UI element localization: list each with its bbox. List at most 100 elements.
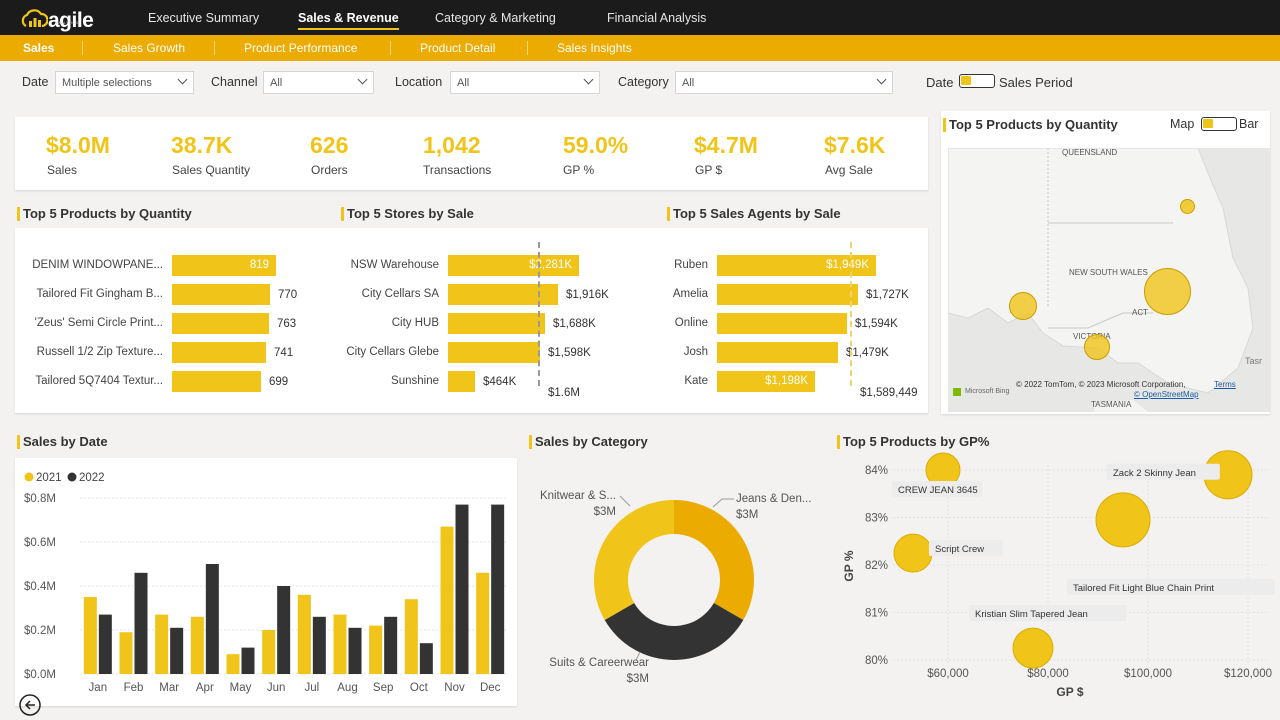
- kpi-orders-label: Orders: [311, 163, 348, 177]
- top_agents-bar[interactable]: [717, 371, 815, 392]
- top_products_qty-label: 'Zeus' Semi Circle Print...: [34, 317, 163, 329]
- scatter-point: [1203, 450, 1253, 500]
- tab-sales[interactable]: Sales: [23, 41, 55, 55]
- top-navigation-bar: agile ANALYTICS Executive Summary Sales …: [0, 0, 1280, 35]
- location-filter-select[interactable]: All: [450, 71, 600, 94]
- top_agents-value-label: $1,479K: [846, 347, 889, 359]
- top_stores-bar[interactable]: [448, 371, 475, 392]
- leader-line: [712, 498, 734, 508]
- map-bubble[interactable]: [1180, 199, 1195, 214]
- map-osm-link[interactable]: © OpenStreetMap: [1134, 390, 1199, 399]
- date-filter-label: Date: [22, 75, 49, 89]
- point-label-bg: [929, 540, 1003, 557]
- map-attribution: © 2022 TomTom, © 2023 Microsoft Corporat…: [1016, 380, 1186, 389]
- slice-value: $3M: [627, 673, 649, 685]
- top_agents-bar[interactable]: [717, 284, 858, 305]
- kpi-transactions-value: 1,042: [423, 132, 481, 158]
- sub-navigation-bar: Sales Sales Growth Product Performance P…: [0, 35, 1280, 61]
- period-toggle-right-label: Sales Period: [999, 75, 1073, 90]
- point-label-bg: [1107, 463, 1220, 480]
- top_products_qty-label: Russell 1/2 Zip Texture...: [36, 346, 163, 358]
- top_stores-bar[interactable]: [448, 284, 558, 305]
- map-label-tasmania: TASMANIA: [1091, 400, 1132, 409]
- chevron-down-icon: [177, 74, 188, 85]
- kpi-sales-label: Sales: [47, 163, 78, 177]
- top-stores-title: Top 5 Stores by Sale: [341, 206, 474, 221]
- point-label-bg: [1067, 578, 1275, 595]
- tab-divider: [82, 41, 83, 55]
- nav-sales-revenue[interactable]: Sales & Revenue: [298, 11, 399, 30]
- top_agents-label: Amelia: [672, 288, 708, 300]
- point-label-bg: [969, 605, 1127, 622]
- point-label: Script Crew: [935, 544, 984, 555]
- channel-filter-value: All: [270, 77, 283, 89]
- point-label: CREW JEAN 3645: [898, 485, 978, 496]
- agile-logo: agile: [20, 8, 94, 31]
- category-filter-select[interactable]: All: [675, 71, 893, 94]
- nav-executive-summary[interactable]: Executive Summary: [148, 11, 260, 25]
- map-bubble[interactable]: [1084, 334, 1110, 360]
- slice-label: Jeans & Den...: [736, 493, 811, 505]
- channel-filter-label: Channel: [211, 75, 258, 89]
- date-filter-select[interactable]: Multiple selections: [55, 71, 194, 94]
- nav-category-marketing[interactable]: Category & Marketing: [435, 11, 556, 25]
- kpi-transactions-label: Transactions: [423, 163, 492, 177]
- top_stores-bar[interactable]: [448, 255, 579, 276]
- top_products_qty-bar[interactable]: [172, 284, 270, 305]
- top_stores-bar[interactable]: [448, 342, 540, 363]
- top_agents-bar[interactable]: [717, 342, 838, 363]
- y-tick-label: 82%: [865, 560, 888, 572]
- top_stores-bar[interactable]: [448, 313, 545, 334]
- x-tick-label: $60,000: [927, 668, 969, 680]
- map-bar-toggle[interactable]: [1201, 117, 1237, 131]
- kpi-quantity-label: Sales Quantity: [172, 163, 251, 177]
- top_agents-bar[interactable]: [717, 255, 876, 276]
- agents-average-line: [850, 242, 852, 386]
- map-bubble[interactable]: [1009, 292, 1037, 320]
- category-filter-value: All: [682, 77, 695, 89]
- scatter-point: [893, 533, 933, 573]
- slice-label: Suits & Careerwear: [549, 657, 649, 669]
- top_products_qty-label: Tailored 5Q7404 Textur...: [35, 375, 163, 387]
- tab-product-detail[interactable]: Product Detail: [420, 41, 496, 55]
- top_products_qty-bar[interactable]: [172, 371, 261, 392]
- top_products_qty-bar[interactable]: [172, 342, 266, 363]
- top_stores-label: City Cellars SA: [361, 288, 439, 300]
- top_stores-label: Sunshine: [391, 375, 439, 387]
- tab-sales-growth[interactable]: Sales Growth: [113, 41, 186, 55]
- tab-sales-insights[interactable]: Sales Insights: [557, 41, 632, 55]
- agents-average-label: $1,589,449: [860, 387, 918, 399]
- top_products_qty-value-label: 770: [278, 289, 298, 301]
- kpi-avg-sale-label: Avg Sale: [825, 163, 873, 177]
- map-label-nsw: NEW SOUTH WALES: [1069, 268, 1148, 277]
- slice-value: $3M: [736, 509, 758, 521]
- top_agents-label: Kate: [684, 375, 708, 387]
- location-filter-value: All: [457, 77, 470, 89]
- slice-label: Knitwear & S...: [540, 490, 616, 502]
- tab-divider: [390, 41, 391, 55]
- top_products_qty-bar[interactable]: [172, 255, 276, 276]
- nav-financial-analysis[interactable]: Financial Analysis: [607, 11, 707, 25]
- period-toggle-left-label: Date: [926, 75, 954, 90]
- back-arrow-icon[interactable]: [18, 693, 42, 717]
- map-toggle-left-label: Map: [1170, 117, 1195, 131]
- location-filter-label: Location: [395, 75, 443, 89]
- top_products_qty-bar[interactable]: [172, 313, 269, 334]
- kpi-avg-sale-value: $7.6K: [824, 132, 886, 158]
- tab-divider: [527, 41, 528, 55]
- kpi-gp-dollar-label: GP $: [695, 163, 723, 177]
- map-terms-link[interactable]: Terms: [1214, 380, 1236, 389]
- date-period-toggle[interactable]: [959, 74, 995, 88]
- australia-bubble-map[interactable]: QUEENSLAND NEW SOUTH WALES ACT VICTORIA …: [948, 148, 1270, 412]
- chevron-down-icon: [583, 74, 594, 85]
- map-land-shapes: [948, 148, 1254, 412]
- donut-slice: [674, 500, 755, 620]
- map-bubble[interactable]: [1144, 268, 1191, 315]
- stores-average-line: [538, 242, 540, 386]
- top_agents-bar[interactable]: [717, 313, 847, 334]
- cloud-chart-icon: [21, 9, 48, 28]
- x-tick-label: $120,000: [1224, 668, 1272, 680]
- channel-filter-select[interactable]: All: [263, 71, 374, 94]
- tab-product-performance[interactable]: Product Performance: [244, 41, 358, 55]
- top_agents-value-label: $1,594K: [855, 318, 898, 330]
